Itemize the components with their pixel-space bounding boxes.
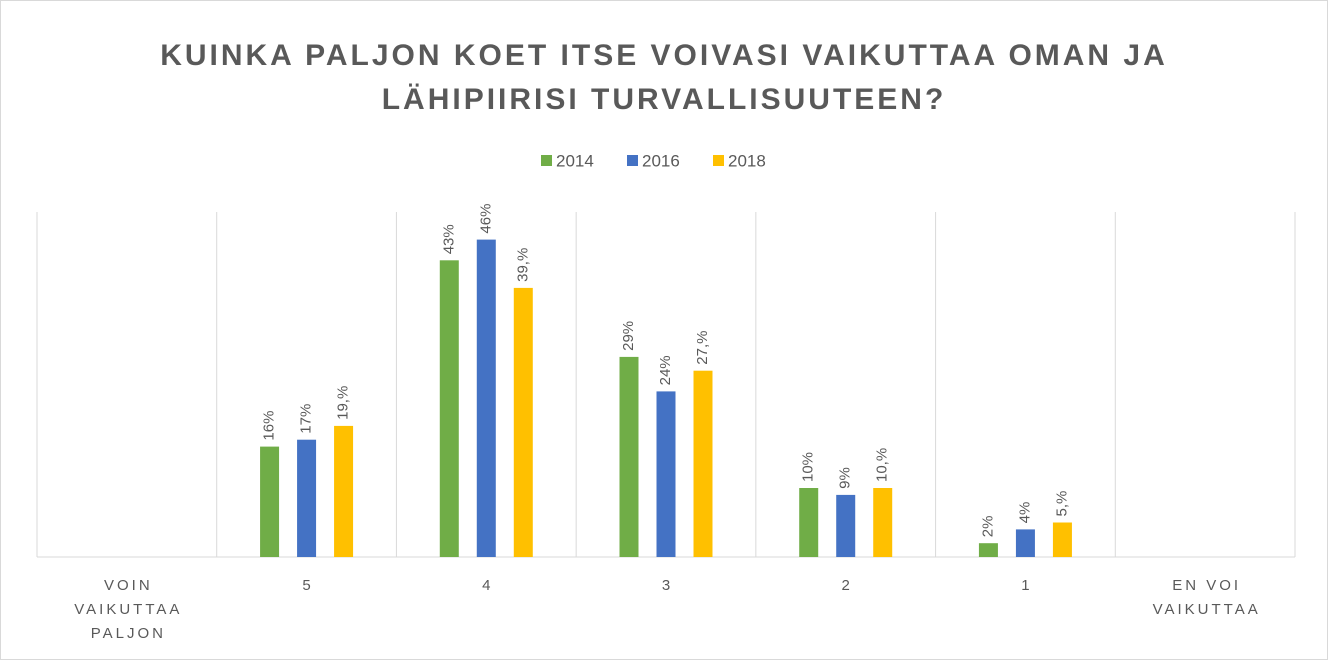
data-label: 27,% [694, 330, 711, 364]
data-label: 46% [477, 204, 494, 234]
bar [978, 543, 998, 557]
bar [513, 287, 533, 557]
legend-label: 2014 [556, 151, 594, 170]
data-label: 2% [979, 516, 996, 538]
data-label: 5,% [1053, 491, 1070, 517]
legend-label: 2016 [642, 151, 680, 170]
x-tick-label: VOIN VAIKUTTAA PALJON [74, 577, 183, 642]
bar [1052, 522, 1072, 557]
data-label: 43% [440, 224, 457, 254]
data-label: 10,% [874, 448, 891, 482]
legend-label: 2018 [728, 151, 766, 170]
bar [873, 488, 893, 557]
data-label: 29% [620, 321, 637, 351]
legend-swatch [541, 155, 552, 166]
bar [693, 370, 713, 557]
data-label: 39,% [514, 248, 531, 282]
bar [260, 446, 280, 557]
data-label: 4% [1016, 502, 1033, 524]
x-tick-label: 1 [1021, 577, 1033, 594]
data-label: 17% [298, 404, 315, 434]
bar [439, 260, 459, 557]
legend-swatch [713, 155, 724, 166]
bar [334, 425, 354, 557]
bar [656, 391, 676, 557]
x-tick-label: 5 [302, 577, 314, 594]
bar [1015, 529, 1035, 557]
x-tick-label: EN VOI VAIKUTTAA [1152, 577, 1261, 618]
x-tick-label: 3 [661, 577, 674, 594]
data-label: 10% [800, 452, 817, 482]
data-label: 24% [657, 355, 674, 385]
bar [799, 488, 819, 557]
legend-swatch [627, 155, 638, 166]
bar [619, 356, 639, 557]
bar [836, 494, 856, 557]
chart-title: KUINKA PALJON KOET ITSE VOIVASI VAIKUTTA… [160, 39, 1168, 116]
x-tick-label: 4 [482, 577, 494, 594]
data-label: 16% [261, 411, 278, 441]
data-label: 9% [837, 467, 854, 489]
data-label: 19,% [335, 386, 352, 420]
bar [297, 439, 317, 557]
bar [476, 239, 496, 557]
x-tick-label: 2 [841, 577, 853, 594]
